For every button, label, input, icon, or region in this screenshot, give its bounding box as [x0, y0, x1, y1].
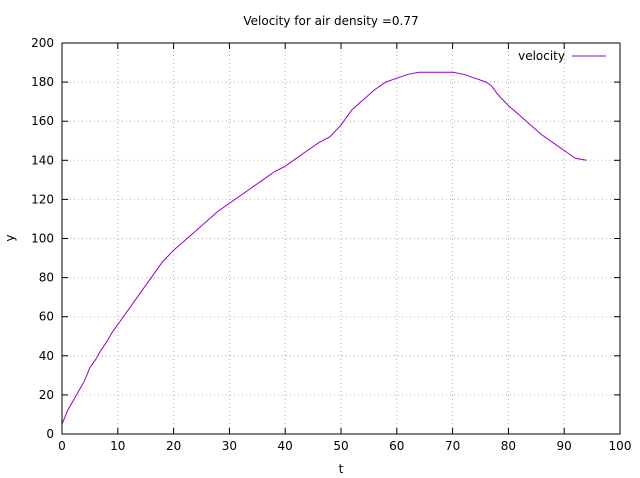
y-tick-label: 20 — [39, 388, 54, 402]
chart-title: Velocity for air density =0.77 — [243, 14, 418, 28]
y-axis-ticks: 0 20 40 60 80 100 120 140 160 180 200 — [31, 36, 620, 441]
y-tick-label: 60 — [39, 310, 54, 324]
x-tick-label: 60 — [389, 439, 404, 453]
series-line-velocity — [61, 71, 587, 425]
y-axis-label: y — [3, 234, 17, 241]
y-tick-label: 160 — [31, 114, 54, 128]
series-layer — [61, 71, 587, 425]
y-tick-label: 0 — [46, 427, 54, 441]
x-tick-label: 100 — [609, 439, 632, 453]
plot-frame — [61, 42, 621, 435]
x-tick-label: 30 — [222, 439, 237, 453]
y-tick-label: 100 — [31, 232, 54, 246]
x-tick-label: 10 — [110, 439, 125, 453]
x-tick-label: 20 — [166, 439, 181, 453]
y-tick-label: 80 — [39, 271, 54, 285]
x-tick-label: 40 — [278, 439, 293, 453]
y-tick-label: 120 — [31, 192, 54, 206]
legend-label-velocity: velocity — [518, 49, 565, 63]
x-tick-label: 50 — [333, 439, 348, 453]
y-tick-label: 180 — [31, 75, 54, 89]
x-tick-label: 80 — [501, 439, 516, 453]
y-tick-label: 200 — [31, 36, 54, 50]
x-axis-ticks: 0 10 20 30 40 50 60 70 80 90 100 — [58, 43, 631, 453]
grid-lines — [62, 43, 620, 434]
x-tick-label: 90 — [557, 439, 572, 453]
legend: velocity — [518, 49, 606, 63]
x-axis-label: t — [339, 462, 344, 476]
y-tick-label: 140 — [31, 153, 54, 167]
x-tick-label: 70 — [445, 439, 460, 453]
y-tick-label: 40 — [39, 349, 54, 363]
x-tick-label: 0 — [58, 439, 66, 453]
